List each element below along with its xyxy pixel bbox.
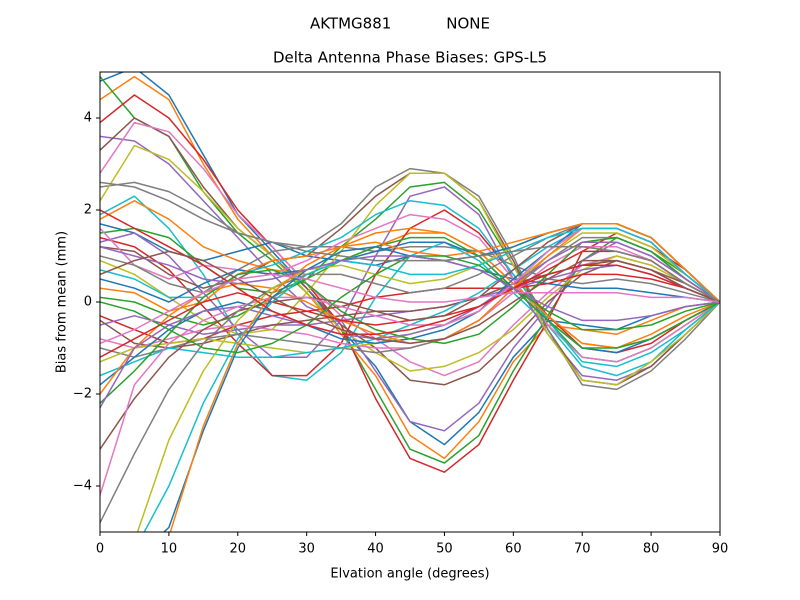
series-line — [100, 241, 720, 354]
series-line — [100, 209, 720, 335]
y-axis: −4 −2 0 2 4 — [73, 111, 100, 494]
x-axis-label: Elvation angle (degrees) — [330, 567, 489, 582]
x-tick-label: 50 — [436, 542, 453, 557]
series-line — [100, 144, 720, 372]
series-line — [100, 75, 720, 460]
y-tick-label: 2 — [84, 203, 92, 218]
x-axis: 0 10 20 30 40 50 60 70 80 90 — [96, 532, 728, 557]
series-line — [100, 181, 720, 303]
x-tick-label: 10 — [161, 542, 178, 557]
series-line — [100, 181, 720, 303]
series-line — [100, 241, 720, 409]
x-tick-label: 80 — [643, 542, 660, 557]
series-line — [100, 236, 720, 349]
series-line — [100, 246, 720, 322]
series-line — [100, 236, 720, 404]
series-line — [169, 223, 720, 532]
y-tick-label: 4 — [84, 111, 92, 126]
series-lines — [100, 72, 720, 532]
x-tick-label: 70 — [574, 542, 591, 557]
y-tick-label: 0 — [84, 295, 92, 310]
suptitle-station: AKTMG881 — [310, 15, 391, 33]
series-line — [100, 273, 720, 345]
x-tick-label: 0 — [96, 542, 104, 557]
series-line — [100, 250, 720, 345]
suptitle-antenna: NONE — [446, 15, 490, 33]
x-tick-label: 30 — [298, 542, 315, 557]
x-tick-label: 60 — [505, 542, 522, 557]
x-tick-label: 20 — [230, 542, 247, 557]
x-tick-label: 90 — [712, 542, 729, 557]
y-axis-label: Bias from mean (mm) — [55, 231, 70, 373]
x-tick-label: 40 — [367, 542, 384, 557]
chart-title: Delta Antenna Phase Biases: GPS-L5 — [273, 49, 547, 67]
y-tick-label: −4 — [73, 479, 92, 494]
series-line — [143, 227, 720, 532]
y-tick-label: −2 — [73, 387, 92, 402]
